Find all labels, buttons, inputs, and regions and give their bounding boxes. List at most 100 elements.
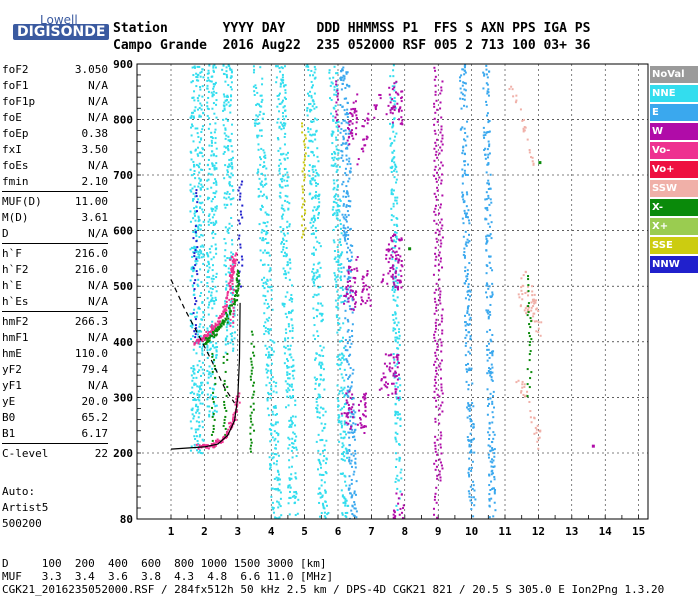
echo-dot xyxy=(434,90,437,93)
echo-dot xyxy=(230,268,233,271)
echo-dot xyxy=(239,243,242,246)
echo-dot xyxy=(200,256,203,259)
echo-dot xyxy=(294,472,297,475)
echo-dot xyxy=(283,209,286,212)
echo-dot xyxy=(335,170,338,173)
echo-dot xyxy=(439,203,442,206)
echo-dot xyxy=(390,214,393,217)
param-row: fxI 3.50 xyxy=(2,142,108,158)
echo-dot xyxy=(436,108,439,111)
echo-dot xyxy=(346,389,349,392)
echo-dot xyxy=(197,220,200,223)
echo-dot xyxy=(206,327,209,330)
echo-dot xyxy=(200,281,203,284)
echo-dot xyxy=(234,254,237,257)
echo-dot xyxy=(467,369,470,372)
x-tick-label: 9 xyxy=(435,525,442,538)
echo-dot xyxy=(283,362,286,365)
echo-dot xyxy=(390,247,393,250)
echo-dot xyxy=(198,171,201,174)
echo-dot xyxy=(353,281,356,284)
echo-dot xyxy=(211,198,214,201)
echo-dot xyxy=(300,236,303,239)
echo-dot xyxy=(334,274,337,277)
echo-dot xyxy=(337,250,340,253)
echo-dot xyxy=(349,374,352,377)
echo-dot xyxy=(434,204,437,207)
echo-dot xyxy=(346,116,349,119)
echo-dot xyxy=(359,400,362,403)
echo-dot xyxy=(462,253,465,256)
echo-dot xyxy=(321,439,324,442)
echo-dot xyxy=(320,422,323,425)
echo-dot xyxy=(440,464,443,467)
echo-dot xyxy=(197,198,200,201)
echo-dot xyxy=(335,101,338,104)
echo-dot xyxy=(435,501,438,504)
echo-dot xyxy=(271,410,274,413)
echo-dot xyxy=(491,366,494,369)
echo-dot xyxy=(282,115,285,118)
echo-dot xyxy=(342,430,345,433)
echo-dot xyxy=(522,118,525,121)
echo-dot xyxy=(192,265,195,268)
echo-dot xyxy=(335,316,338,319)
echo-dot xyxy=(226,335,229,338)
echo-dot xyxy=(338,125,341,128)
echo-dot xyxy=(398,443,401,446)
echo-dot xyxy=(311,252,314,255)
echo-dot xyxy=(237,261,240,264)
echo-dot xyxy=(192,116,195,119)
echo-dot xyxy=(342,195,345,198)
echo-dot xyxy=(347,391,350,394)
echo-dot xyxy=(266,242,269,245)
echo-dot xyxy=(278,473,281,476)
echo-dot xyxy=(319,344,322,347)
echo-dot xyxy=(232,419,235,422)
echo-dot xyxy=(216,438,219,441)
echo-dot xyxy=(347,132,350,135)
echo-dot xyxy=(206,79,209,82)
echo-dot xyxy=(441,224,444,227)
echo-dot xyxy=(287,337,290,340)
echo-dot xyxy=(487,88,490,91)
echo-dot xyxy=(530,156,533,159)
echo-dot xyxy=(354,292,357,295)
echo-dot xyxy=(277,164,280,167)
echo-dot xyxy=(301,188,304,191)
echo-dot xyxy=(195,256,198,259)
echo-dot xyxy=(291,329,294,332)
echo-dot xyxy=(211,269,214,272)
echo-dot xyxy=(291,422,294,425)
echo-dot xyxy=(341,494,344,497)
echo-dot xyxy=(226,321,229,324)
echo-dot xyxy=(490,363,493,366)
echo-dot xyxy=(400,477,403,480)
echo-dot xyxy=(195,205,198,208)
echo-dot xyxy=(395,170,398,173)
echo-dot xyxy=(391,123,394,126)
echo-dot xyxy=(241,216,244,219)
echo-dot xyxy=(485,114,488,117)
echo-dot xyxy=(335,283,338,286)
echo-dot xyxy=(317,160,320,163)
echo-dot xyxy=(262,294,265,297)
echo-dot xyxy=(397,285,400,288)
echo-dot xyxy=(374,106,377,109)
echo-dot xyxy=(369,299,372,302)
echo-dot xyxy=(195,315,198,318)
echo-dot xyxy=(391,107,394,110)
echo-dot xyxy=(485,68,488,71)
x-tick-label: 13 xyxy=(565,525,578,538)
echo-dot xyxy=(400,493,403,496)
echo-dot xyxy=(336,184,339,187)
echo-dot xyxy=(199,228,202,231)
echo-dot xyxy=(307,146,310,149)
echo-dot xyxy=(212,391,215,394)
echo-dot xyxy=(354,457,357,460)
echo-dot xyxy=(280,66,283,69)
echo-dot xyxy=(222,424,225,427)
echo-dot xyxy=(224,433,227,436)
echo-dot xyxy=(200,131,203,134)
echo-dot xyxy=(213,334,216,337)
